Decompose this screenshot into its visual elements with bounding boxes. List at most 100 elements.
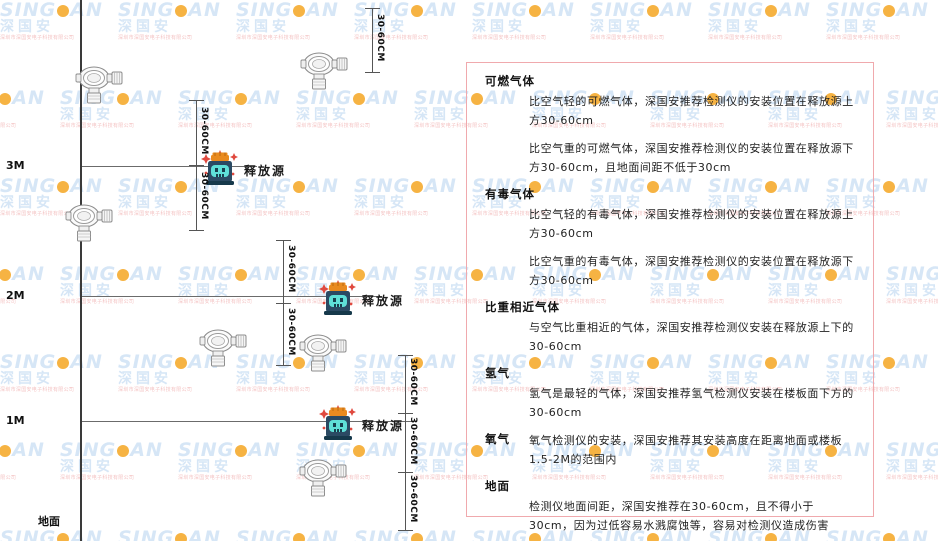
gas-detector <box>297 48 349 96</box>
release-source-label: 释放源 <box>244 164 287 178</box>
dimension-tick <box>398 355 413 356</box>
watermark-chinese: 深国安 <box>472 19 526 35</box>
section-toxic: 有毒气体比空气轻的有毒气体，深国安推荐检测仪的安装位置在释放源上方30-60cm… <box>467 186 869 290</box>
watermark-subtitle: 深圳市深国安电子科技有限公司 <box>886 475 938 481</box>
watermark-chinese: 深国安 <box>886 107 938 123</box>
level-label-1M: 1M <box>6 414 25 427</box>
level-line-3M <box>82 166 257 167</box>
watermark-chinese: 深国安 <box>826 19 880 35</box>
watermark-dot-icon <box>883 533 896 541</box>
watermark-chinese: 深国安 <box>708 19 762 35</box>
section-oxygen: 氧气 氧气检测仪的安装，深国安推荐其安装高度在距离地面或楼板1.5-2M的范围内 <box>467 431 869 469</box>
dimension-label: 30-60CM <box>199 106 209 155</box>
section-paragraph: 氧气检测仪的安装，深国安推荐其安装高度在距离地面或楼板1.5-2M的范围内 <box>529 434 843 466</box>
dimension-tick <box>365 8 380 9</box>
watermark-subtitle: 深圳市深国安电子科技有限公司 <box>886 299 938 305</box>
section-paragraph: 比空气重的可燃气体，深国安推荐检测仪的安装位置在释放源下方30-60cm，且地面… <box>529 142 854 174</box>
watermark-dot-icon <box>647 5 660 17</box>
watermark-dot-icon <box>529 5 542 17</box>
gas-detector-icon <box>300 52 348 90</box>
section-heading: 有毒气体 <box>485 187 535 201</box>
gas-detector-icon <box>199 329 247 367</box>
watermark-dot-icon <box>883 357 896 369</box>
section-paragraph: 氢气是最轻的气体，深国安推荐氢气检测仪安装在楼板面下方的30-60cm <box>529 387 854 419</box>
level-label-2M: 2M <box>6 289 25 302</box>
dimension-label: 30-60CM <box>408 474 418 523</box>
watermark-subtitle: 深圳市深国安电子科技有限公司 <box>826 35 901 41</box>
dimension-label: 30-60CM <box>408 416 418 465</box>
vertical-axis <box>80 0 82 541</box>
ground-label: 地面 <box>38 515 60 528</box>
section-paragraph: 检测仪地面间距，深国安推荐在30-60cm，且不得小于30cm，因为过低容易水溅… <box>529 500 829 532</box>
section-heading: 地面 <box>485 479 510 493</box>
section-heading: 氧气 <box>485 432 510 446</box>
gas-detector <box>296 455 348 503</box>
dimension-tick <box>276 302 291 304</box>
dimension-line <box>405 355 406 530</box>
level-label-3M: 3M <box>6 159 25 172</box>
gas-detector <box>62 200 114 248</box>
release-source-icon <box>201 150 238 185</box>
gas-detector-icon <box>65 204 113 242</box>
dimension-tick <box>189 165 204 166</box>
section-paragraph: 比空气轻的可燃气体，深国安推荐检测仪的安装位置在释放源上方30-60cm <box>529 95 854 127</box>
watermark-chinese: 深国安 <box>886 459 938 475</box>
gas-detector-icon <box>299 459 347 497</box>
section-hydrogen: 氢气氢气是最轻的气体，深国安推荐氢气检测仪安装在楼板面下方的30-60cm <box>467 365 869 422</box>
gas-detector-icon <box>75 66 123 104</box>
watermark-chinese: 深国安 <box>886 283 938 299</box>
dimension-label: 30-60CM <box>286 245 296 294</box>
dimension-label: 30-60CM <box>408 358 418 407</box>
dimension-tick <box>365 72 380 73</box>
dimension-line <box>372 8 373 72</box>
dimension-tick <box>189 230 204 231</box>
section-paragraph: 比空气轻的有毒气体，深国安推荐检测仪的安装位置在释放源上方30-60cm <box>529 208 854 240</box>
watermark-chinese: 深国安 <box>590 19 644 35</box>
section-combustible: 可燃气体比空气轻的可燃气体，深国安推荐检测仪的安装位置在释放源上方30-60cm… <box>467 73 869 177</box>
gas-detector <box>196 325 248 373</box>
dimension-label: 30-60CM <box>199 171 209 220</box>
watermark-dot-icon <box>883 5 896 17</box>
release-source-label: 释放源 <box>362 294 405 308</box>
section-heading: 氢气 <box>485 366 510 380</box>
release-source-label: 释放源 <box>362 419 405 433</box>
installation-height-diagram: 3M 2M 1M 地面 释放源 释放源 释放源 30-60CM 30-60CM 30-60CM 30… <box>6 0 418 541</box>
dimension-label: 30-60CM <box>375 14 385 62</box>
gas-detector-icon <box>299 334 347 372</box>
watermark-subtitle: 深圳市深国安电子科技有限公司 <box>590 35 665 41</box>
dimension-tick <box>398 471 413 473</box>
dimension-tick <box>398 413 413 415</box>
dimension-label: 30-60CM <box>286 307 296 356</box>
watermark-subtitle: 深圳市深国安电子科技有限公司 <box>886 123 938 129</box>
section-heading: 可燃气体 <box>485 74 535 88</box>
dimension-tick <box>398 530 413 531</box>
gas-detector <box>72 62 124 110</box>
release-source <box>318 280 358 322</box>
release-source-icon <box>319 405 356 440</box>
section-similar-density: 比重相近气体 与空气比重相近的气体，深国安推荐检测仪安装在释放源上下的30-60c… <box>467 299 869 356</box>
level-line-1M <box>82 421 412 422</box>
release-source <box>318 405 358 447</box>
section-heading: 比重相近气体 <box>485 300 560 314</box>
watermark-subtitle: 深圳市深国安电子科技有限公司 <box>472 35 547 41</box>
dimension-tick <box>276 365 291 366</box>
watermark-dot-icon <box>765 5 778 17</box>
gas-detector <box>296 330 348 378</box>
release-source-icon <box>319 280 356 315</box>
recommendation-panel: 可燃气体比空气轻的可燃气体，深国安推荐检测仪的安装位置在释放源上方30-60cm… <box>466 62 874 532</box>
watermark-subtitle: 深圳市深国安电子科技有限公司 <box>708 35 783 41</box>
